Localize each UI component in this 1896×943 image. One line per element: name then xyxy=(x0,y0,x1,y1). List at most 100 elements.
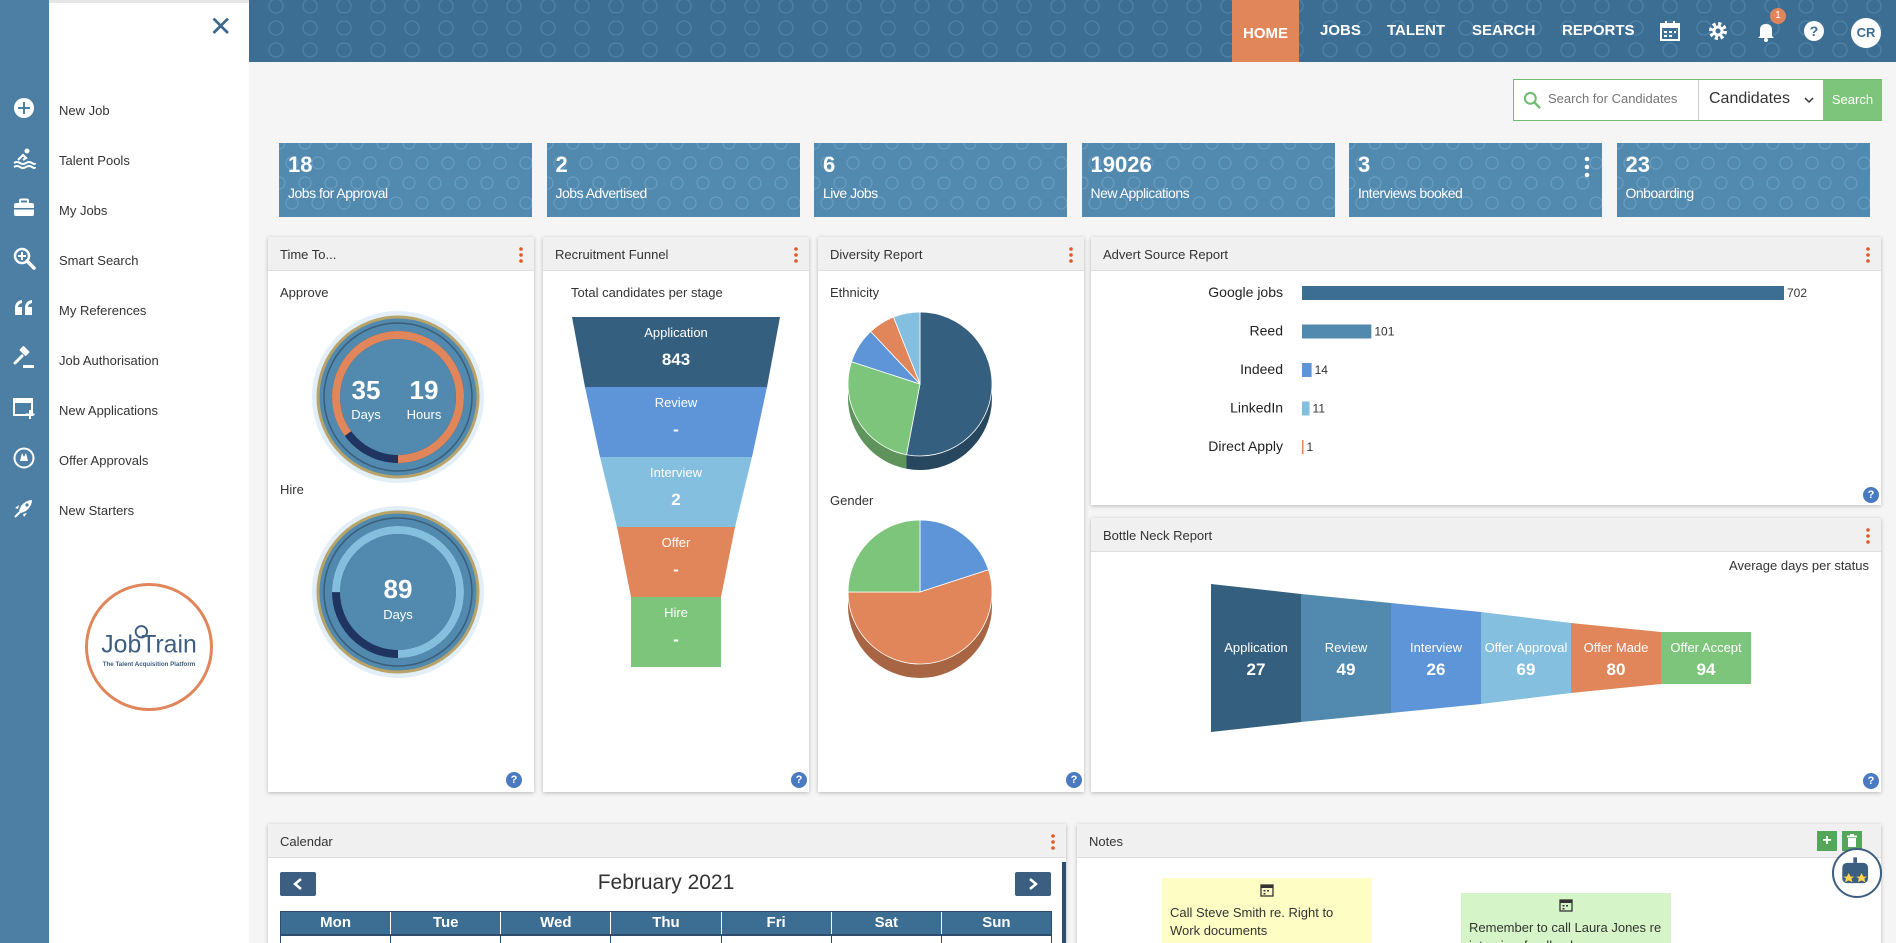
bottleneck-stage-offer-accept[interactable] xyxy=(1661,632,1751,684)
delete-note-button[interactable] xyxy=(1842,831,1862,851)
nav-jobs[interactable]: JOBS xyxy=(1320,22,1361,39)
more-vertical-icon[interactable] xyxy=(1068,246,1074,264)
assistant-bot-icon[interactable] xyxy=(1832,848,1882,898)
kpi-interviews-booked[interactable]: 3 Interviews booked xyxy=(1349,143,1602,217)
window-plus-icon[interactable] xyxy=(12,396,36,420)
note-text: Call Steve Smith re. Right to Work docum… xyxy=(1170,905,1334,938)
nav-reports[interactable]: REPORTS xyxy=(1562,22,1635,39)
calendar-icon[interactable] xyxy=(1658,19,1682,43)
gender-slice[interactable] xyxy=(848,569,993,665)
calendar-week-row xyxy=(280,935,1052,943)
note-text: Remember to call Laura Jones re intervie… xyxy=(1469,920,1662,943)
bottleneck-chart: Application 27 Review 49 Interview 26 Offer Ap… xyxy=(1211,584,1751,732)
add-note-button[interactable]: + xyxy=(1817,831,1837,851)
logo-wordmark: JobTrain xyxy=(101,632,196,659)
advert-bar[interactable] xyxy=(1302,363,1312,377)
nav-talent[interactable]: TALENT xyxy=(1387,22,1446,39)
weekday-tue: Tue xyxy=(391,912,502,934)
hire-label: Hire xyxy=(280,482,304,497)
panel-title: Time To... xyxy=(280,247,337,262)
avatar[interactable]: CR xyxy=(1851,18,1881,48)
kpi-jobs-for-approval[interactable]: 18 Jobs for Approval xyxy=(279,143,532,217)
logo-tagline: The Talent Acquisition Platform xyxy=(103,661,196,668)
advert-source-name: Reed xyxy=(1250,323,1283,339)
help-icon[interactable]: ? xyxy=(1863,773,1879,789)
note-card[interactable]: Remember to call Laura Jones re intervie… xyxy=(1461,893,1671,943)
bottleneck-stage-application[interactable] xyxy=(1211,584,1301,732)
more-vertical-icon[interactable] xyxy=(518,246,524,264)
ethnicity-slice[interactable] xyxy=(892,312,921,385)
sidebar-item-job-authorisation[interactable]: Job Authorisation xyxy=(59,353,159,368)
sidebar-item-offer-approvals[interactable]: Offer Approvals xyxy=(59,453,149,468)
help-circle-icon[interactable]: ? xyxy=(1802,19,1826,43)
chevron-left-icon xyxy=(293,878,302,890)
funnel-stage-interview[interactable] xyxy=(600,457,752,527)
search-scope-select[interactable]: Candidates xyxy=(1698,80,1823,120)
bell-icon[interactable] xyxy=(1754,19,1778,43)
nav-search[interactable]: SEARCH xyxy=(1472,22,1536,39)
trash-icon xyxy=(1847,834,1857,847)
gear-icon[interactable] xyxy=(1706,19,1730,43)
bottleneck-stage-offer-approval[interactable] xyxy=(1481,612,1571,704)
bottleneck-stage-review[interactable] xyxy=(1301,594,1391,722)
advert-bar-value: 1 xyxy=(1307,440,1314,454)
kpi-live-jobs[interactable]: 6 Live Jobs xyxy=(814,143,1067,217)
stamp-icon[interactable] xyxy=(12,446,36,470)
sidebar-item-talent-pools[interactable]: Talent Pools xyxy=(59,153,130,168)
kpi-value: 6 xyxy=(823,152,836,177)
help-icon[interactable]: ? xyxy=(1066,772,1082,788)
zoom-plus-icon[interactable] xyxy=(12,246,36,270)
sidebar-item-new-applications[interactable]: New Applications xyxy=(59,403,158,418)
bottleneck-stage-interview[interactable] xyxy=(1391,603,1481,713)
sidebar-item-my-references[interactable]: My References xyxy=(59,303,147,318)
kpi-jobs-advertised[interactable]: 2 Jobs Advertised xyxy=(546,143,800,217)
more-vertical-icon[interactable] xyxy=(1865,527,1871,545)
advert-bar-value: 702 xyxy=(1787,286,1807,300)
more-vertical-icon[interactable] xyxy=(1584,156,1590,178)
search-button[interactable]: Search xyxy=(1823,80,1882,120)
briefcase-icon[interactable] xyxy=(12,196,36,220)
search-input[interactable] xyxy=(1548,91,1698,106)
calendar-scrollbar[interactable] xyxy=(1062,862,1066,943)
rocket-icon[interactable] xyxy=(12,496,36,520)
advert-source-name: Direct Apply xyxy=(1208,438,1283,454)
calendar-prev-button[interactable] xyxy=(280,872,316,896)
help-icon[interactable]: ? xyxy=(791,772,807,788)
gender-slice[interactable] xyxy=(848,520,921,593)
bottleneck-stage-offer-made[interactable] xyxy=(1571,623,1661,693)
plus-circle-icon[interactable] xyxy=(12,96,36,120)
sidebar-item-my-jobs[interactable]: My Jobs xyxy=(59,203,108,218)
swimmer-icon[interactable] xyxy=(12,146,36,170)
more-vertical-icon[interactable] xyxy=(1865,246,1871,264)
ethnicity-slice[interactable] xyxy=(848,361,921,456)
funnel-stage-name: Hire xyxy=(664,605,688,620)
more-vertical-icon[interactable] xyxy=(793,246,799,264)
kpi-onboarding[interactable]: 23 Onboarding xyxy=(1616,143,1870,217)
sidebar-item-smart-search[interactable]: Smart Search xyxy=(59,253,139,268)
nav-home[interactable]: HOME xyxy=(1232,0,1299,62)
close-icon[interactable]: ✕ xyxy=(209,11,233,42)
advert-bar[interactable] xyxy=(1302,401,1310,416)
gavel-icon[interactable] xyxy=(12,346,36,370)
sidebar-item-new-starters[interactable]: New Starters xyxy=(59,503,135,518)
help-icon[interactable]: ? xyxy=(506,772,522,788)
kpi-label: Jobs for Approval xyxy=(288,185,388,201)
kpi-new-applications[interactable]: 19026 New Applications xyxy=(1081,143,1335,217)
sidebar-item-new-job[interactable]: New Job xyxy=(59,103,110,118)
more-vertical-icon[interactable] xyxy=(1050,833,1056,851)
funnel-stage-offer[interactable] xyxy=(617,527,735,597)
note-card[interactable]: Call Steve Smith re. Right to Work docum… xyxy=(1162,878,1372,943)
funnel-stage-name: Offer xyxy=(662,535,691,550)
help-icon[interactable]: ? xyxy=(1863,487,1879,503)
funnel-stage-application[interactable] xyxy=(572,317,780,387)
ethnicity-slice[interactable] xyxy=(906,312,993,457)
calendar-next-button[interactable] xyxy=(1015,872,1051,896)
notification-badge: 1 xyxy=(1770,8,1786,24)
advert-bar[interactable] xyxy=(1302,286,1784,300)
gender-slice[interactable] xyxy=(919,520,989,593)
advert-bar[interactable] xyxy=(1302,324,1372,339)
funnel-stage-hire[interactable] xyxy=(631,597,721,667)
quote-icon[interactable] xyxy=(12,296,36,320)
funnel-stage-review[interactable] xyxy=(585,387,767,457)
advert-bar[interactable] xyxy=(1302,440,1304,454)
